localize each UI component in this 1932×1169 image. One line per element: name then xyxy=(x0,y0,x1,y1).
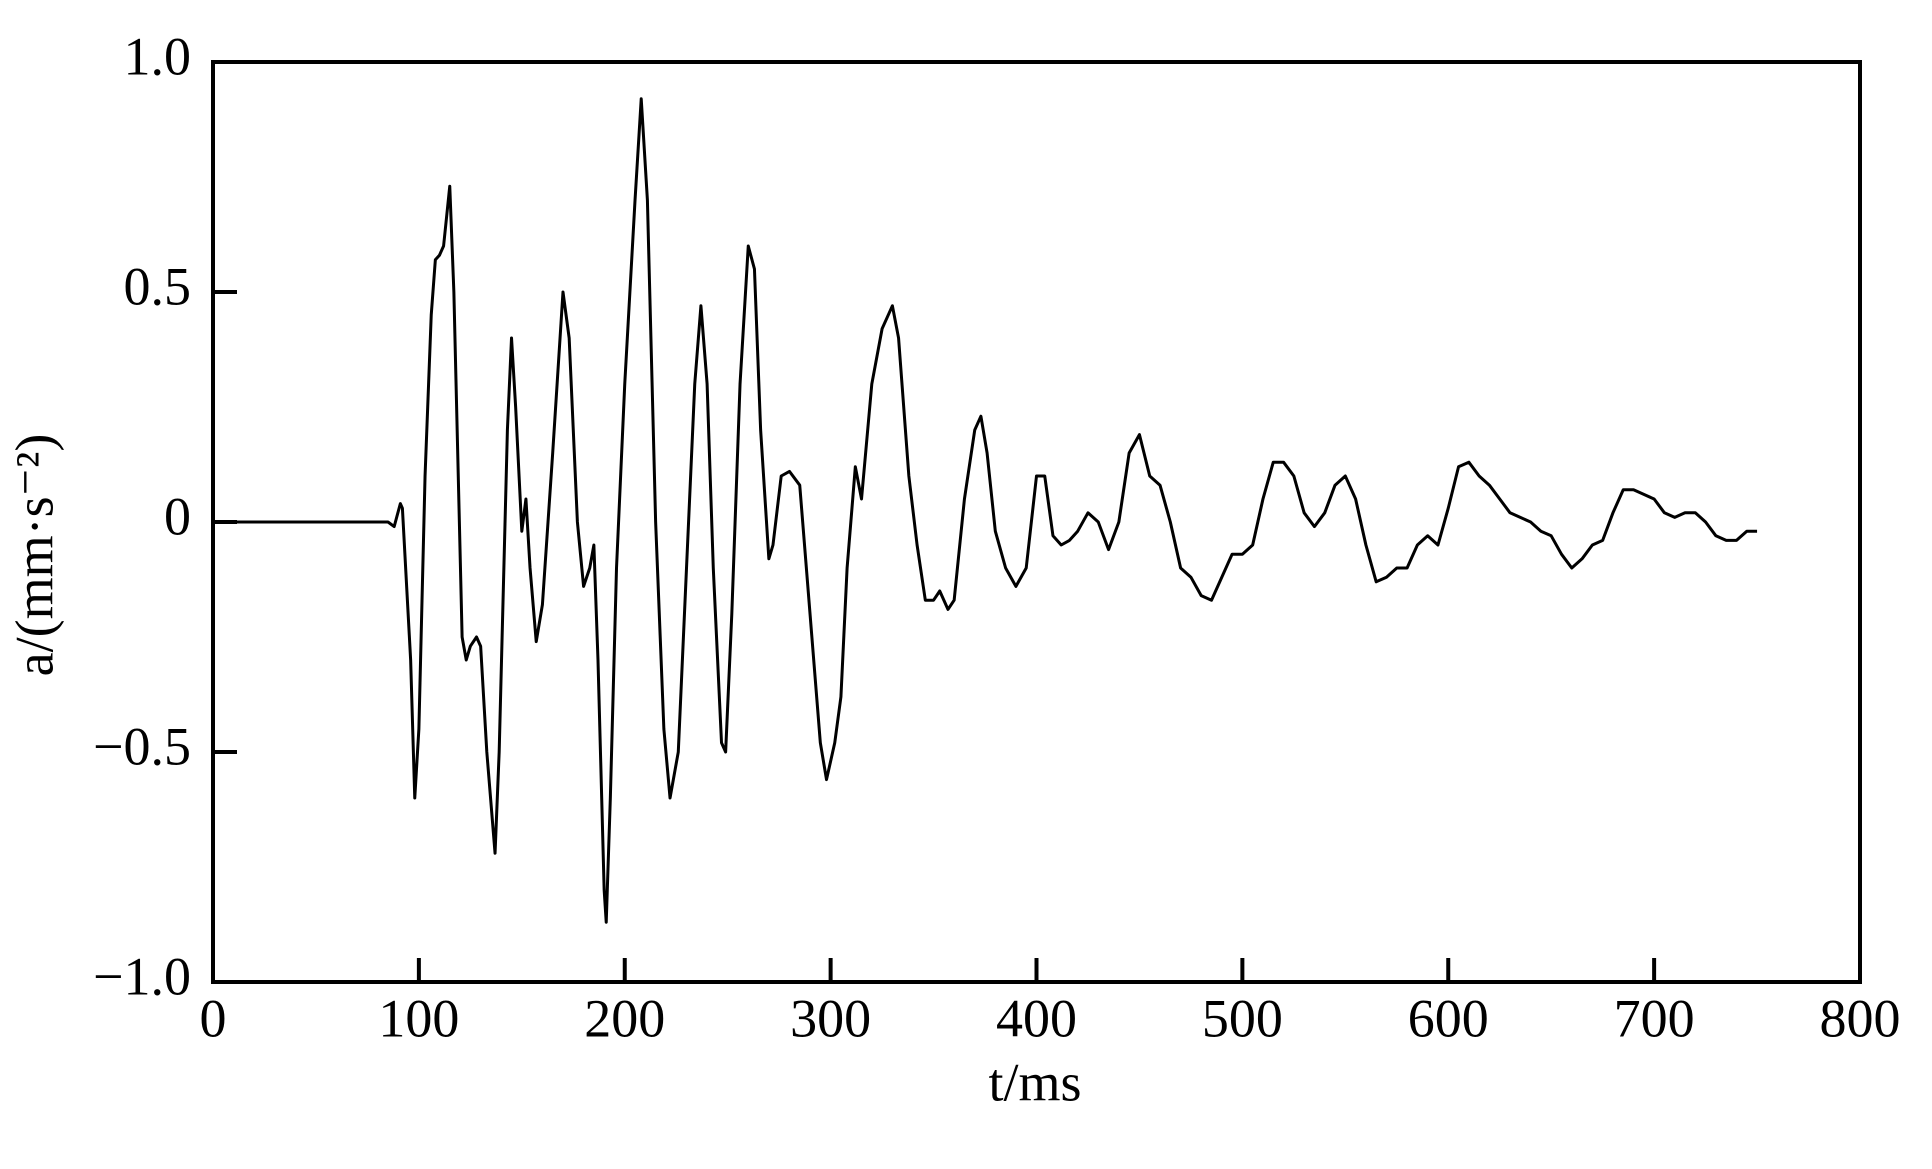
x-tick-label: 700 xyxy=(1614,988,1695,1048)
y-tick-label: 1.0 xyxy=(124,26,192,86)
y-axis-label: a/(mm·s⁻²) xyxy=(4,434,64,677)
x-tick-label: 200 xyxy=(584,988,665,1048)
x-tick-label: 800 xyxy=(1820,988,1901,1048)
x-axis-label: t/ms xyxy=(988,1052,1081,1112)
y-tick-label: 0.5 xyxy=(124,256,192,316)
x-tick-label: 0 xyxy=(200,988,227,1048)
x-tick-label: 600 xyxy=(1408,988,1489,1048)
y-tick-label: 0 xyxy=(164,486,191,546)
y-tick-label: −0.5 xyxy=(93,716,191,776)
x-tick-label: 400 xyxy=(996,988,1077,1048)
data-line xyxy=(213,97,1758,924)
x-tick-label: 100 xyxy=(378,988,459,1048)
x-tick-label: 300 xyxy=(790,988,871,1048)
x-tick-label: 500 xyxy=(1202,988,1283,1048)
y-tick-label: −1.0 xyxy=(93,946,191,1006)
